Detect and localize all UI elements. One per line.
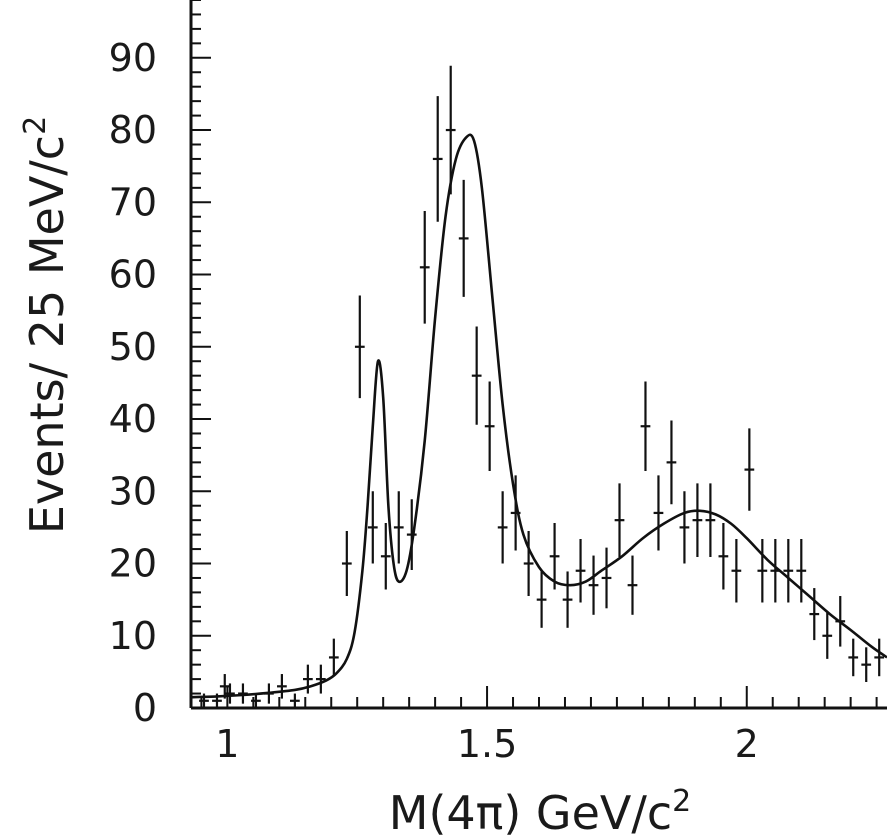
data-point	[328, 638, 339, 677]
data-point	[510, 475, 521, 551]
data-point	[562, 571, 573, 628]
data-point	[614, 483, 625, 558]
data-point	[238, 683, 248, 704]
data-point	[380, 523, 391, 590]
y-tick-label: 30	[109, 469, 157, 513]
data-point	[393, 491, 404, 564]
data-point	[225, 683, 235, 704]
data-point	[406, 499, 417, 571]
data-point	[419, 210, 430, 324]
data-point	[874, 638, 885, 677]
data-point	[264, 683, 274, 704]
y-tick-label: 20	[109, 542, 157, 586]
data-point	[679, 491, 690, 564]
data-point	[822, 612, 833, 659]
data-point	[199, 693, 209, 708]
y-tick-label: 10	[109, 614, 157, 658]
y-tick-label: 50	[109, 325, 157, 369]
y-axis-label: Events/ 25 MeV/c2	[18, 116, 74, 534]
data-point	[523, 531, 534, 597]
data-point	[251, 693, 261, 708]
data-point	[731, 538, 742, 603]
data-point	[861, 647, 872, 682]
fit-curve	[190, 133, 887, 699]
data-point	[718, 523, 729, 590]
data-point	[627, 555, 638, 615]
data-point	[757, 538, 768, 603]
data-point	[341, 531, 352, 597]
data-point	[497, 491, 508, 564]
data-point	[588, 555, 599, 615]
data-point	[219, 674, 230, 699]
y-tick-label: 90	[109, 36, 157, 80]
data-point	[367, 491, 378, 564]
y-tick-label: 0	[133, 686, 157, 730]
data-point	[549, 523, 560, 590]
y-tick-label: 80	[109, 108, 157, 152]
data-point	[458, 179, 469, 297]
data-point	[809, 588, 820, 641]
x-axis-label: M(4π) GeV/c2	[389, 784, 691, 839]
data-point	[770, 538, 781, 603]
data-point	[277, 674, 287, 699]
x-tick-label: 1.5	[457, 722, 517, 766]
data-point	[575, 538, 586, 603]
data-point	[705, 483, 716, 558]
data-point	[432, 96, 443, 222]
y-tick-label: 40	[109, 397, 157, 441]
data-point	[315, 664, 326, 694]
data-point	[354, 295, 365, 399]
data-point	[692, 483, 703, 558]
data-point	[835, 596, 846, 647]
data-point	[471, 326, 482, 425]
x-tick-label: 1	[215, 722, 239, 766]
y-tick-label: 60	[109, 253, 157, 297]
data-point	[783, 538, 794, 603]
data-point	[290, 693, 300, 708]
y-tick-label: 70	[109, 180, 157, 224]
data-point	[484, 381, 495, 472]
data-point	[601, 547, 612, 609]
data-point	[302, 664, 313, 694]
data-point	[744, 428, 755, 511]
data-point	[445, 65, 456, 195]
data-point	[796, 538, 807, 603]
data-point	[666, 420, 677, 505]
x-tick-label: 2	[735, 722, 759, 766]
data-point	[212, 693, 222, 708]
data-point	[536, 571, 547, 628]
data-point	[848, 638, 859, 677]
data-point	[653, 475, 664, 551]
data-point	[640, 381, 651, 472]
